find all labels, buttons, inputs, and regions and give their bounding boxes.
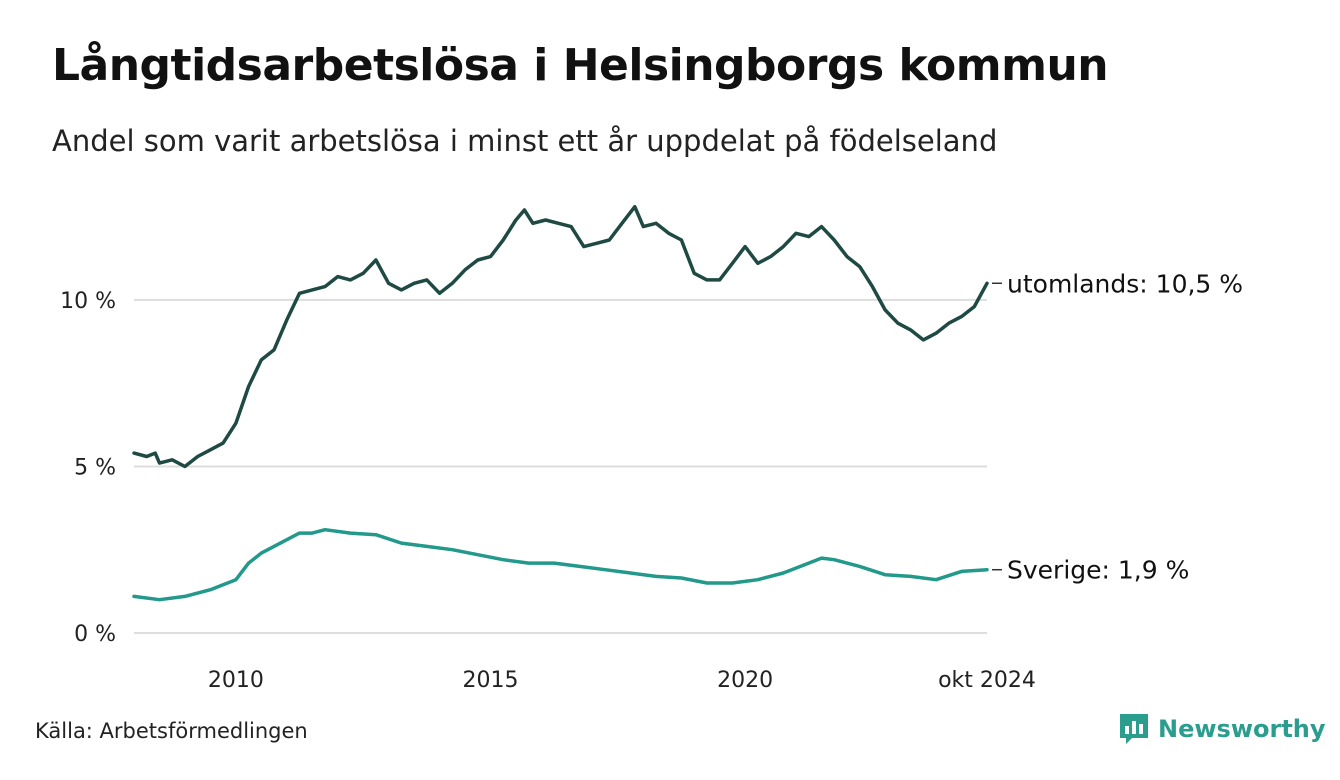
x-tick-label: okt 2024 <box>938 668 1036 693</box>
series-line-utomlands <box>132 204 989 469</box>
end-label-sverige: Sverige: 1,9 % <box>1007 556 1189 585</box>
brand-logo: Newsworthy <box>1118 712 1326 746</box>
newsworthy-logo-icon <box>1120 714 1148 744</box>
y-tick-label: 0 % <box>74 622 116 647</box>
x-tick-label: 2020 <box>717 668 773 693</box>
brand-name: Newsworthy <box>1158 715 1326 743</box>
chart-subtitle: Andel som varit arbetslösa i minst ett å… <box>52 124 998 158</box>
end-label-utomlands: utomlands: 10,5 % <box>1007 269 1243 298</box>
series-line-sverige <box>132 527 989 602</box>
x-tick-label: 2015 <box>462 668 518 693</box>
y-tick-label: 10 % <box>60 289 116 314</box>
y-tick-label: 5 % <box>74 455 116 480</box>
x-tick-label: 2010 <box>208 668 264 693</box>
source-note: Källa: Arbetsförmedlingen <box>35 719 308 743</box>
chart-title: Långtidsarbetslösa i Helsingborgs kommun <box>52 40 1109 91</box>
